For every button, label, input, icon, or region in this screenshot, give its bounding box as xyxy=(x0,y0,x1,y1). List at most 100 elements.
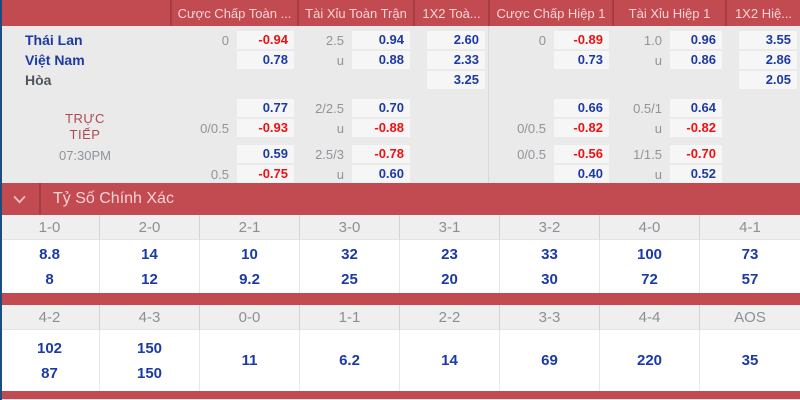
odds-value[interactable]: 0.86 xyxy=(670,51,722,69)
odds-cell: 0.66 xyxy=(554,98,612,118)
score-label: 1-1 xyxy=(300,305,400,330)
handicap-line: u xyxy=(336,166,344,182)
odds-cell xyxy=(352,70,413,90)
score-odds-value: 9.2 xyxy=(239,270,260,288)
odds-cell: -0.78 xyxy=(352,144,413,164)
odds-cell: 0.77 xyxy=(237,98,297,118)
odds-value[interactable]: 0.52 xyxy=(670,165,722,183)
score-label: 4-4 xyxy=(600,305,700,330)
live-badge: TRỰC TIẾP 07:30PM xyxy=(0,111,170,164)
odds-cell xyxy=(237,70,297,90)
score-odds-cell[interactable]: 102 87 xyxy=(0,330,100,391)
bottom-red-bar xyxy=(0,391,800,399)
odds-value[interactable]: 2.86 xyxy=(739,51,797,69)
odds-value[interactable]: 0.59 xyxy=(237,145,294,163)
score-label: 0-0 xyxy=(200,305,300,330)
odds-value[interactable]: 2.05 xyxy=(739,71,797,89)
odds-cell: 2.05 xyxy=(725,70,800,90)
odds-cell: 0.73 xyxy=(554,50,612,70)
score-odds-cell[interactable]: 73 57 xyxy=(700,240,800,293)
odds-cell xyxy=(488,50,554,70)
odds-value[interactable]: 0.66 xyxy=(554,99,609,117)
score-odds-value: 11 xyxy=(241,352,258,369)
odds-value[interactable]: -0.70 xyxy=(670,145,722,163)
odds-cell xyxy=(725,98,800,118)
prematch-odds-rows: Thái Lan 0 -0.94 2.5 0.94 2.60 0 -0.89 1.0 0.96 3.… xyxy=(0,30,800,90)
odds-cell: 3.55 xyxy=(725,30,800,50)
odds-value[interactable]: 0.60 xyxy=(352,165,410,183)
odds-value[interactable]: -0.56 xyxy=(554,145,609,163)
odds-row: 0/0.5 -0.93 u -0.88 0/0.5 -0.82 u -0.82 xyxy=(0,118,800,138)
score-values-row: 102 87 150 150 11 6.2 14 69 220 35 xyxy=(0,330,800,391)
score-odds-cell[interactable]: 11 xyxy=(200,330,300,391)
score-odds-cell[interactable]: 14 xyxy=(400,330,500,391)
score-odds-value: 150 xyxy=(136,364,163,382)
odds-cell xyxy=(297,70,352,90)
score-odds-cell[interactable]: 33 30 xyxy=(500,240,600,293)
odds-value[interactable]: 0.77 xyxy=(237,99,294,117)
score-odds-cell[interactable]: 150 150 xyxy=(100,330,200,391)
odds-row: 0.59 2.5/3 -0.78 0/0.5 -0.56 1/1.5 -0.70 xyxy=(0,144,800,164)
odds-row: Việt Nam 0.78 u 0.88 2.33 0.73 u 0.86 2.86 xyxy=(0,50,800,70)
odds-cell xyxy=(170,144,237,164)
header-blank xyxy=(0,0,170,26)
odds-value[interactable]: -0.93 xyxy=(237,119,294,137)
score-odds-value: 20 xyxy=(441,270,458,288)
score-odds-cell[interactable]: 69 xyxy=(500,330,600,391)
score-odds-cell[interactable]: 6.2 xyxy=(300,330,400,391)
score-values-row: 8.8 8 14 12 10 9.2 32 25 23 20 33 30 100 72 73 57 xyxy=(0,240,800,293)
odds-value[interactable]: 0.94 xyxy=(352,31,410,49)
score-odds-cell[interactable]: 14 12 xyxy=(100,240,200,293)
odds-value[interactable]: 0.78 xyxy=(237,51,294,69)
draw-label: Hòa xyxy=(25,72,52,88)
odds-value[interactable]: 3.25 xyxy=(427,71,485,89)
score-label: 4-3 xyxy=(100,305,200,330)
odds-cell: -0.93 xyxy=(237,118,297,138)
odds-value[interactable]: -0.88 xyxy=(352,119,410,137)
handicap-line: 2.5/3 xyxy=(315,146,344,162)
odds-value[interactable]: -0.78 xyxy=(352,145,410,163)
score-label: 2-2 xyxy=(400,305,500,330)
odds-cell xyxy=(413,164,488,184)
odds-cell: 0.60 xyxy=(352,164,413,184)
odds-cell xyxy=(488,70,554,90)
score-odds-cell[interactable]: 10 9.2 xyxy=(200,240,300,293)
score-odds-cell[interactable]: 8.8 8 xyxy=(0,240,100,293)
odds-row: Thái Lan 0 -0.94 2.5 0.94 2.60 0 -0.89 1.0 0.96 3.… xyxy=(0,30,800,50)
odds-cell xyxy=(554,70,612,90)
odds-cell xyxy=(170,70,237,90)
score-odds-value: 220 xyxy=(636,352,663,369)
odds-value[interactable]: -0.82 xyxy=(670,119,722,137)
score-odds-value: 8 xyxy=(45,270,54,288)
odds-cell: -0.89 xyxy=(554,30,612,50)
score-odds-cell[interactable]: 23 20 xyxy=(400,240,500,293)
odds-table-body: Thái Lan 0 -0.94 2.5 0.94 2.60 0 -0.89 1.0 0.96 3.… xyxy=(0,26,800,183)
section-divider-bar xyxy=(0,293,800,305)
odds-value[interactable]: -0.82 xyxy=(554,119,609,137)
collapse-button[interactable] xyxy=(0,183,41,215)
odds-value[interactable]: 3.55 xyxy=(739,31,797,49)
odds-value[interactable]: 0.96 xyxy=(670,31,722,49)
odds-value[interactable]: 0.73 xyxy=(554,51,609,69)
score-label: 4-2 xyxy=(0,305,100,330)
odds-value[interactable]: -0.89 xyxy=(554,31,609,49)
odds-cell xyxy=(488,164,554,184)
score-odds-cell[interactable]: 220 xyxy=(600,330,700,391)
odds-value[interactable]: 2.33 xyxy=(427,51,485,69)
score-odds-value: 10 xyxy=(241,245,258,263)
handicap-line: u xyxy=(654,120,662,136)
odds-value[interactable]: -0.94 xyxy=(237,31,294,49)
odds-value[interactable]: 2.60 xyxy=(427,31,485,49)
odds-value[interactable]: -0.75 xyxy=(237,165,294,183)
score-label: AOS xyxy=(700,305,800,330)
score-odds-cell[interactable]: 35 xyxy=(700,330,800,391)
score-odds-value: 102 xyxy=(36,339,63,357)
odds-row: 0.5 -0.75 u 0.60 0.40 u 0.52 xyxy=(0,164,800,184)
odds-value[interactable]: 0.70 xyxy=(352,99,410,117)
odds-value[interactable]: 0.40 xyxy=(554,165,609,183)
score-odds-cell[interactable]: 100 72 xyxy=(600,240,700,293)
odds-value[interactable]: 0.88 xyxy=(352,51,410,69)
odds-value[interactable]: 0.64 xyxy=(670,99,722,117)
score-odds-cell[interactable]: 32 25 xyxy=(300,240,400,293)
odds-cell: 3.25 xyxy=(413,70,488,90)
